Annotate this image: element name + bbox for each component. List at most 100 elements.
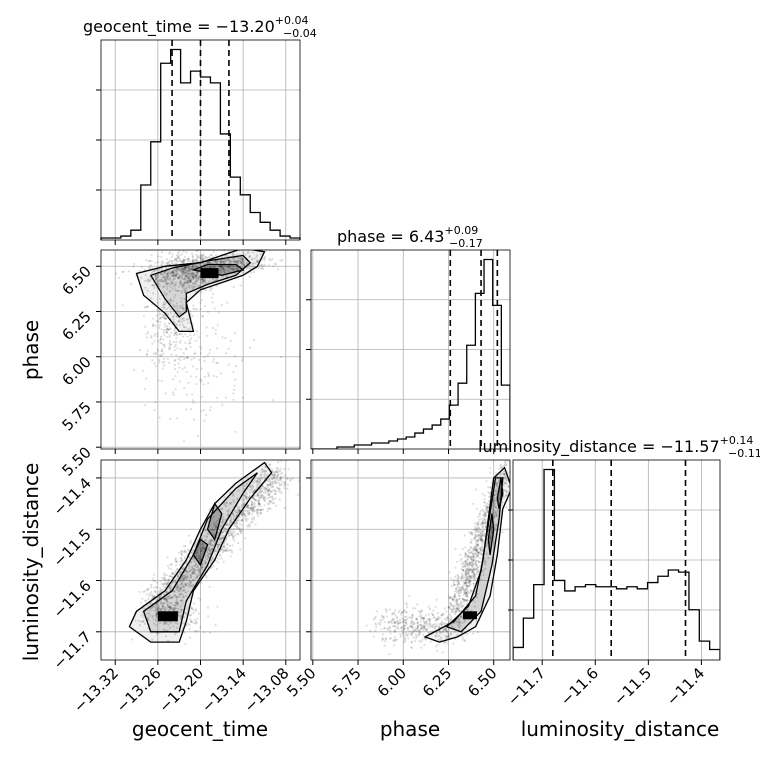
sample-point [143, 306, 146, 309]
sample-point [240, 513, 243, 516]
sample-point [178, 276, 181, 279]
sample-point [185, 269, 188, 273]
sample-point [252, 510, 255, 513]
sample-point [183, 319, 186, 322]
sample-point [191, 315, 194, 318]
sample-point [168, 605, 171, 609]
sample-point [455, 601, 458, 604]
sample-point [162, 331, 165, 334]
sample-point [482, 522, 485, 526]
sample-point [174, 331, 177, 334]
sample-point [461, 575, 464, 578]
sample-point [184, 356, 187, 359]
sample-point [172, 609, 175, 612]
sample-point [200, 281, 203, 284]
sample-point [182, 273, 185, 277]
sample-point [242, 258, 245, 261]
sample-point [457, 622, 461, 625]
sample-point [384, 608, 387, 611]
sample-point [465, 592, 468, 595]
sample-point [464, 564, 467, 568]
sample-point [474, 574, 477, 578]
sample-point [220, 508, 223, 511]
sample-point [268, 463, 272, 466]
sample-point [169, 339, 172, 343]
sample-point [184, 259, 187, 262]
sample-point [178, 572, 181, 575]
sample-point [161, 251, 164, 254]
sample-point [483, 528, 486, 531]
sample-point [458, 583, 461, 586]
sample-point [184, 575, 187, 579]
sample-point [411, 614, 414, 617]
hist-step-luminosity-distance [513, 468, 720, 660]
sample-point [161, 280, 165, 283]
sample-point [266, 509, 269, 513]
sample-point [444, 629, 447, 632]
sample-point [158, 324, 161, 327]
sample-point [466, 584, 469, 588]
sample-point [213, 265, 216, 268]
sample-point [168, 285, 171, 288]
sample-point [166, 308, 169, 311]
hist-frame [512, 459, 721, 661]
sample-point [197, 554, 200, 557]
sample-point [265, 488, 268, 491]
sample-point [183, 266, 187, 269]
sample-point [215, 567, 219, 571]
sample-point [189, 580, 192, 584]
sample-point [183, 269, 186, 272]
sample-point [188, 339, 191, 342]
sample-point [184, 333, 187, 336]
sample-point [254, 509, 258, 512]
sample-point [243, 260, 246, 264]
sample-point [175, 621, 178, 624]
sample-point [201, 546, 204, 549]
sample-point [250, 506, 253, 509]
sample-point [243, 484, 246, 487]
sample-point [251, 485, 254, 488]
sample-point [204, 555, 207, 558]
sample-point [471, 533, 474, 536]
sample-point [177, 285, 180, 288]
sample-point [484, 512, 487, 515]
sample-point [473, 579, 476, 582]
sample-point [441, 613, 444, 617]
sample-point [182, 357, 186, 360]
sample-point [495, 490, 498, 493]
sample-point [183, 281, 187, 284]
sample-point [157, 280, 160, 283]
sample-point [234, 430, 237, 433]
sample-point [475, 528, 478, 532]
sample-point [163, 346, 166, 349]
sample-point [472, 558, 475, 562]
sample-point [132, 265, 135, 268]
sample-point [179, 589, 182, 592]
sample-point [398, 621, 401, 624]
sample-point [259, 505, 262, 508]
sample-point [179, 606, 182, 609]
sample-point [486, 541, 489, 545]
sample-point [232, 518, 235, 521]
sample-point [182, 261, 185, 264]
sample-point [416, 625, 419, 628]
sample-point [170, 353, 173, 356]
sample-point [150, 586, 153, 589]
sample-point [415, 618, 418, 621]
sample-point [165, 285, 169, 288]
sample-point [410, 631, 413, 634]
sample-point [204, 562, 207, 565]
sample-point [165, 573, 168, 577]
sample-point [485, 506, 488, 510]
sample-point [173, 609, 177, 612]
sample-point [394, 625, 397, 628]
sample-point [258, 502, 261, 505]
sample-point [401, 629, 404, 632]
sample-point [170, 568, 173, 571]
sample-point [192, 357, 195, 360]
sample-point [395, 616, 398, 619]
sample-point [173, 604, 176, 607]
sample-point [186, 260, 190, 263]
sample-point [474, 567, 477, 571]
density-peak [462, 611, 477, 620]
